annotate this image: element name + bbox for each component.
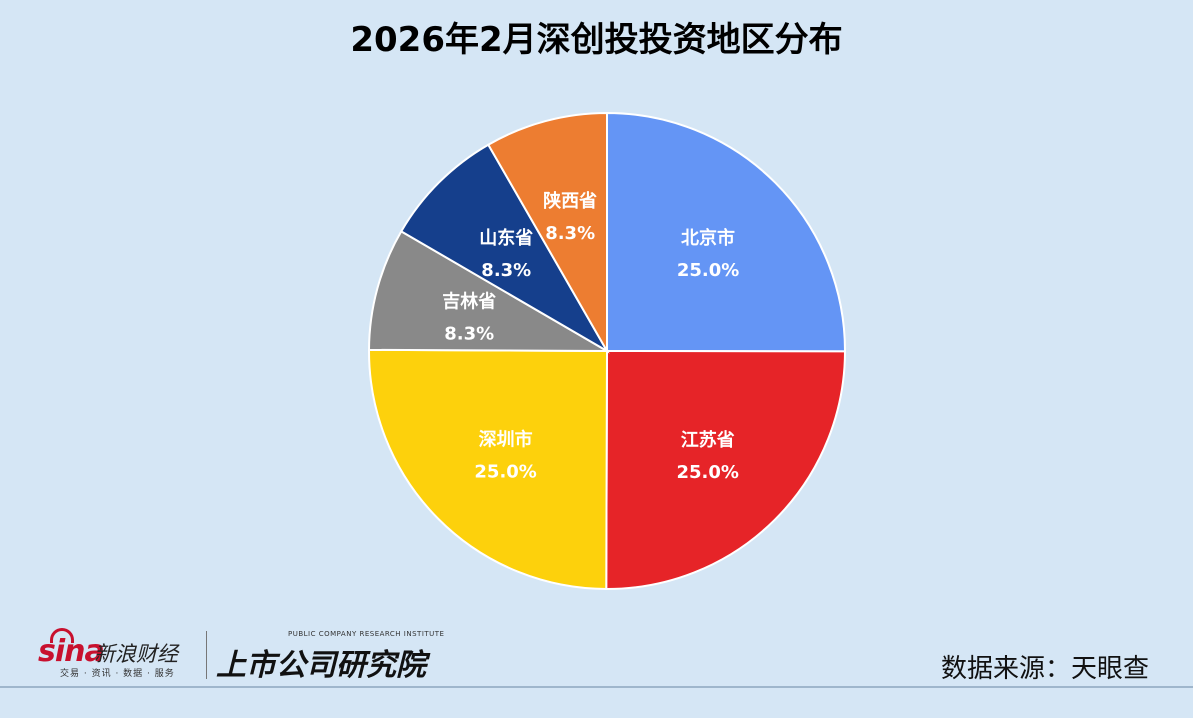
slice-percent-label: 25.0% bbox=[474, 462, 536, 483]
pie-slice bbox=[605, 349, 847, 590]
pie-slice bbox=[606, 111, 847, 353]
slice-category-label: 陕西省 bbox=[543, 190, 597, 212]
sina-finance-logo: sina 新浪财经 交易 · 资讯 · 数据 · 服务 bbox=[38, 628, 198, 680]
slice-category-label: 深圳市 bbox=[479, 429, 533, 451]
research-institute-logo: PUBLIC COMPANY RESEARCH INSTITUTE 上市公司研究… bbox=[216, 630, 446, 683]
slice-category-label: 江苏省 bbox=[681, 429, 735, 451]
pie-slices bbox=[367, 111, 847, 591]
slice-percent-label: 8.3% bbox=[545, 223, 595, 244]
chart-title: 2026年2月深创投投资地区分布 bbox=[350, 20, 843, 60]
slice-percent-label: 25.0% bbox=[677, 462, 739, 483]
slice-percent-label: 25.0% bbox=[677, 260, 739, 281]
data-source: 数据来源：天眼查 bbox=[940, 654, 1149, 684]
slice-category-label: 北京市 bbox=[681, 227, 735, 249]
pie-slice bbox=[367, 229, 611, 353]
pie-slice bbox=[399, 143, 610, 354]
sina-logo-name: 新浪财经 bbox=[94, 642, 178, 666]
sina-eye-icon bbox=[50, 628, 74, 643]
pie-slice bbox=[486, 111, 608, 355]
pie-slice bbox=[368, 348, 609, 591]
sina-logo-tagline: 交易 · 资讯 · 数据 · 服务 bbox=[60, 669, 175, 679]
research-logo-cn: 上市公司研究院 bbox=[216, 648, 426, 683]
footer-divider bbox=[0, 686, 1193, 688]
logo-divider bbox=[206, 631, 207, 679]
pie-labels: 北京市 25.0% 江苏省 25.0% 深圳市 25.0% 吉林省 8.3% 山东省 8.3% 陕西… bbox=[442, 190, 739, 483]
sina-logo-word: sina bbox=[38, 634, 105, 669]
slice-percent-label: 8.3% bbox=[444, 323, 494, 344]
slice-category-label: 吉林省 bbox=[442, 290, 496, 312]
slice-category-label: 山东省 bbox=[479, 227, 533, 249]
research-logo-en: PUBLIC COMPANY RESEARCH INSTITUTE bbox=[288, 630, 445, 638]
slice-percent-label: 8.3% bbox=[481, 260, 531, 281]
